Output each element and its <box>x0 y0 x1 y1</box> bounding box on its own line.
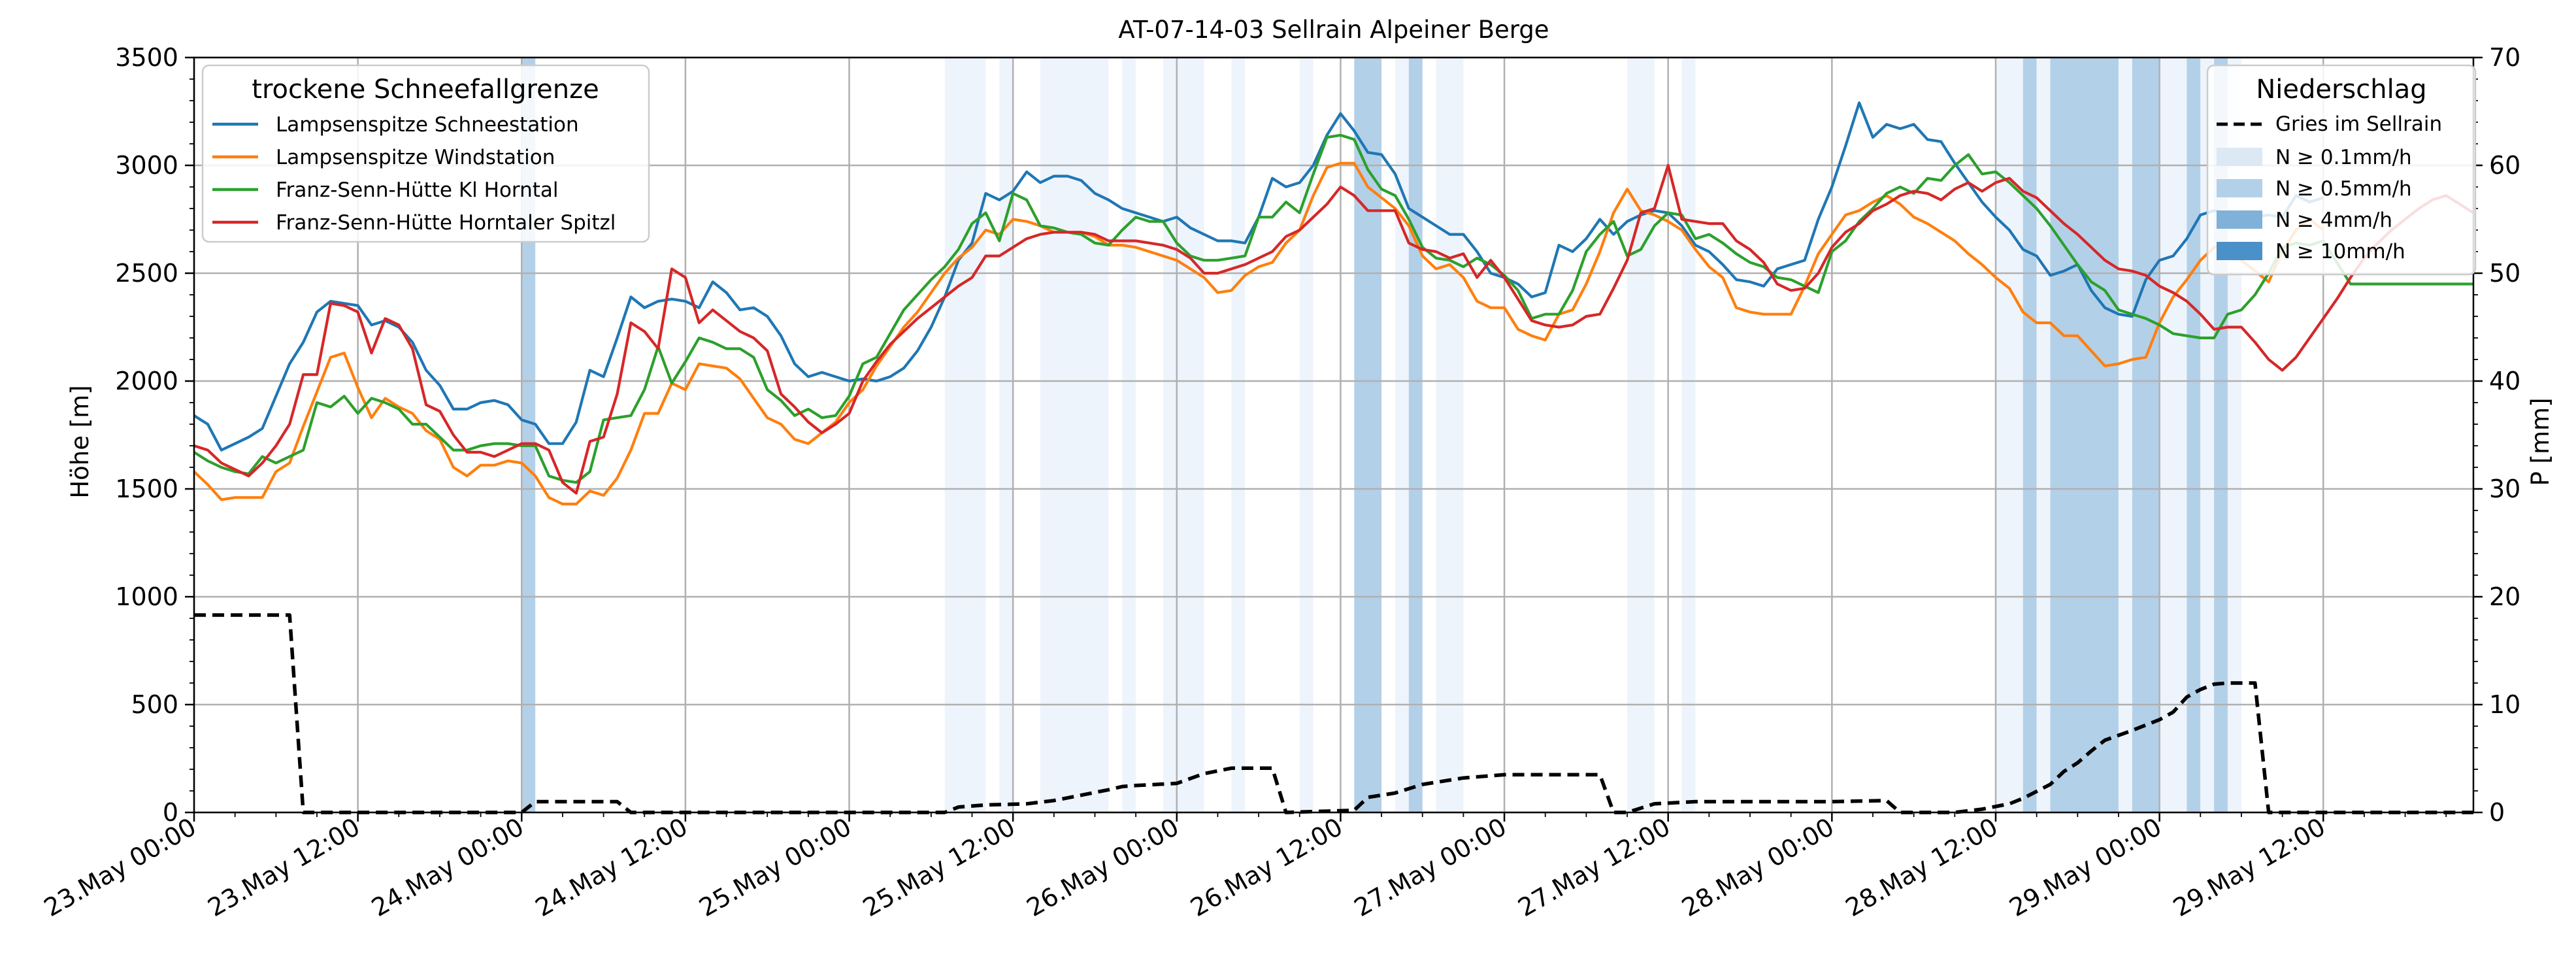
chart-title: AT-07-14-03 Sellrain Alpeiner Berge <box>1118 16 1549 44</box>
legend-precip-band-swatch <box>2217 242 2262 260</box>
precip-band <box>944 58 986 812</box>
precip-band <box>1299 58 1313 812</box>
legend-snow-label: Franz-Senn-Hütte Horntaler Spitzl <box>276 211 616 235</box>
y-tick-label: 2000 <box>115 367 178 395</box>
y-tick-label: 0 <box>163 798 178 827</box>
precip-band <box>1681 58 1696 812</box>
y-tick-label: 500 <box>131 690 178 719</box>
series-line <box>193 163 2475 495</box>
precip-band <box>1040 58 1109 812</box>
precip-band <box>2187 58 2201 812</box>
precip-band <box>1395 58 1409 812</box>
y2-tick-label: 70 <box>2489 43 2520 72</box>
y2-tick-label: 40 <box>2489 367 2520 395</box>
legend-precip-band-swatch <box>2217 210 2262 229</box>
precip-band <box>2118 58 2132 812</box>
y-axis-label: Höhe [m] <box>66 385 94 498</box>
precip-band <box>2132 58 2160 812</box>
precip-band <box>2036 58 2051 812</box>
precip-band <box>2023 58 2037 812</box>
precip-band <box>1436 58 1464 812</box>
y2-axis-label: P [mm] <box>2526 397 2554 486</box>
series-line <box>194 613 2473 814</box>
legend-precip-band-label: N ≥ 0.5mm/h <box>2275 177 2412 201</box>
legend-snow-items: Lampsenspitze Schneestation Lampsenspitze… <box>212 113 616 235</box>
y-tick-label: 3000 <box>115 151 178 180</box>
legend-precip-band-swatch <box>2217 179 2262 197</box>
precip-band <box>1995 58 2023 812</box>
y-tick-label: 1500 <box>115 475 178 503</box>
legend-precip-title: Niederschlag <box>2256 75 2426 105</box>
legend-snow-title: trockene Schneefallgrenze <box>252 75 599 105</box>
plot-frame <box>193 56 2475 814</box>
legend-precip-band-label: N ≥ 0.1mm/h <box>2275 146 2412 169</box>
legend-snow-box <box>201 64 650 243</box>
y2-tick-label: 10 <box>2489 690 2520 719</box>
legend-precip-band-label: N ≥ 4mm/h <box>2275 209 2392 232</box>
y-tick-label: 2500 <box>115 259 178 288</box>
precip-band <box>1163 58 1204 812</box>
precip-band <box>521 58 536 812</box>
y2-tick-label: 50 <box>2489 259 2520 288</box>
legend-precip-band-swatch <box>2217 148 2262 166</box>
precip-band <box>1231 58 1246 812</box>
legend-snow-label: Franz-Senn-Hütte Kl Horntal <box>276 178 559 202</box>
legend-snow: trockene Schneefallgrenze Lampsenspitze … <box>201 64 650 243</box>
y-tick-label: 3500 <box>115 43 178 72</box>
y2-tick-label: 60 <box>2489 151 2520 180</box>
y-tick-label: 1000 <box>115 582 178 611</box>
precip-band <box>999 58 1014 812</box>
precip-band <box>2050 58 2119 812</box>
precip-band <box>1122 58 1136 812</box>
series-line <box>193 161 2324 506</box>
y2-tick-label: 20 <box>2489 582 2520 611</box>
legend-precip: Niederschlag Gries im Sellrain N ≥ 0.1mm… <box>2206 64 2477 276</box>
legend-snow-label: Lampsenspitze Windstation <box>276 146 555 169</box>
legend-precip-line-label: Gries im Sellrain <box>2275 112 2442 136</box>
y2-tick-label: 30 <box>2489 475 2520 503</box>
legend-precip-bands: N ≥ 0.1mm/h N ≥ 0.5mm/h N ≥ 4mm/h N ≥ 10mm/… <box>2217 146 2412 263</box>
precip-band <box>2159 58 2187 812</box>
precip-band <box>1627 58 1655 812</box>
precip-band <box>1408 58 1423 812</box>
y2-tick-label: 0 <box>2489 798 2505 827</box>
legend-snow-label: Lampsenspitze Schneestation <box>276 113 579 137</box>
legend-precip-band-label: N ≥ 10mm/h <box>2275 240 2405 263</box>
legend-precip-box <box>2206 64 2477 276</box>
series-line <box>193 133 2473 484</box>
series-lines <box>193 101 2475 814</box>
precip-bands <box>521 58 2241 812</box>
